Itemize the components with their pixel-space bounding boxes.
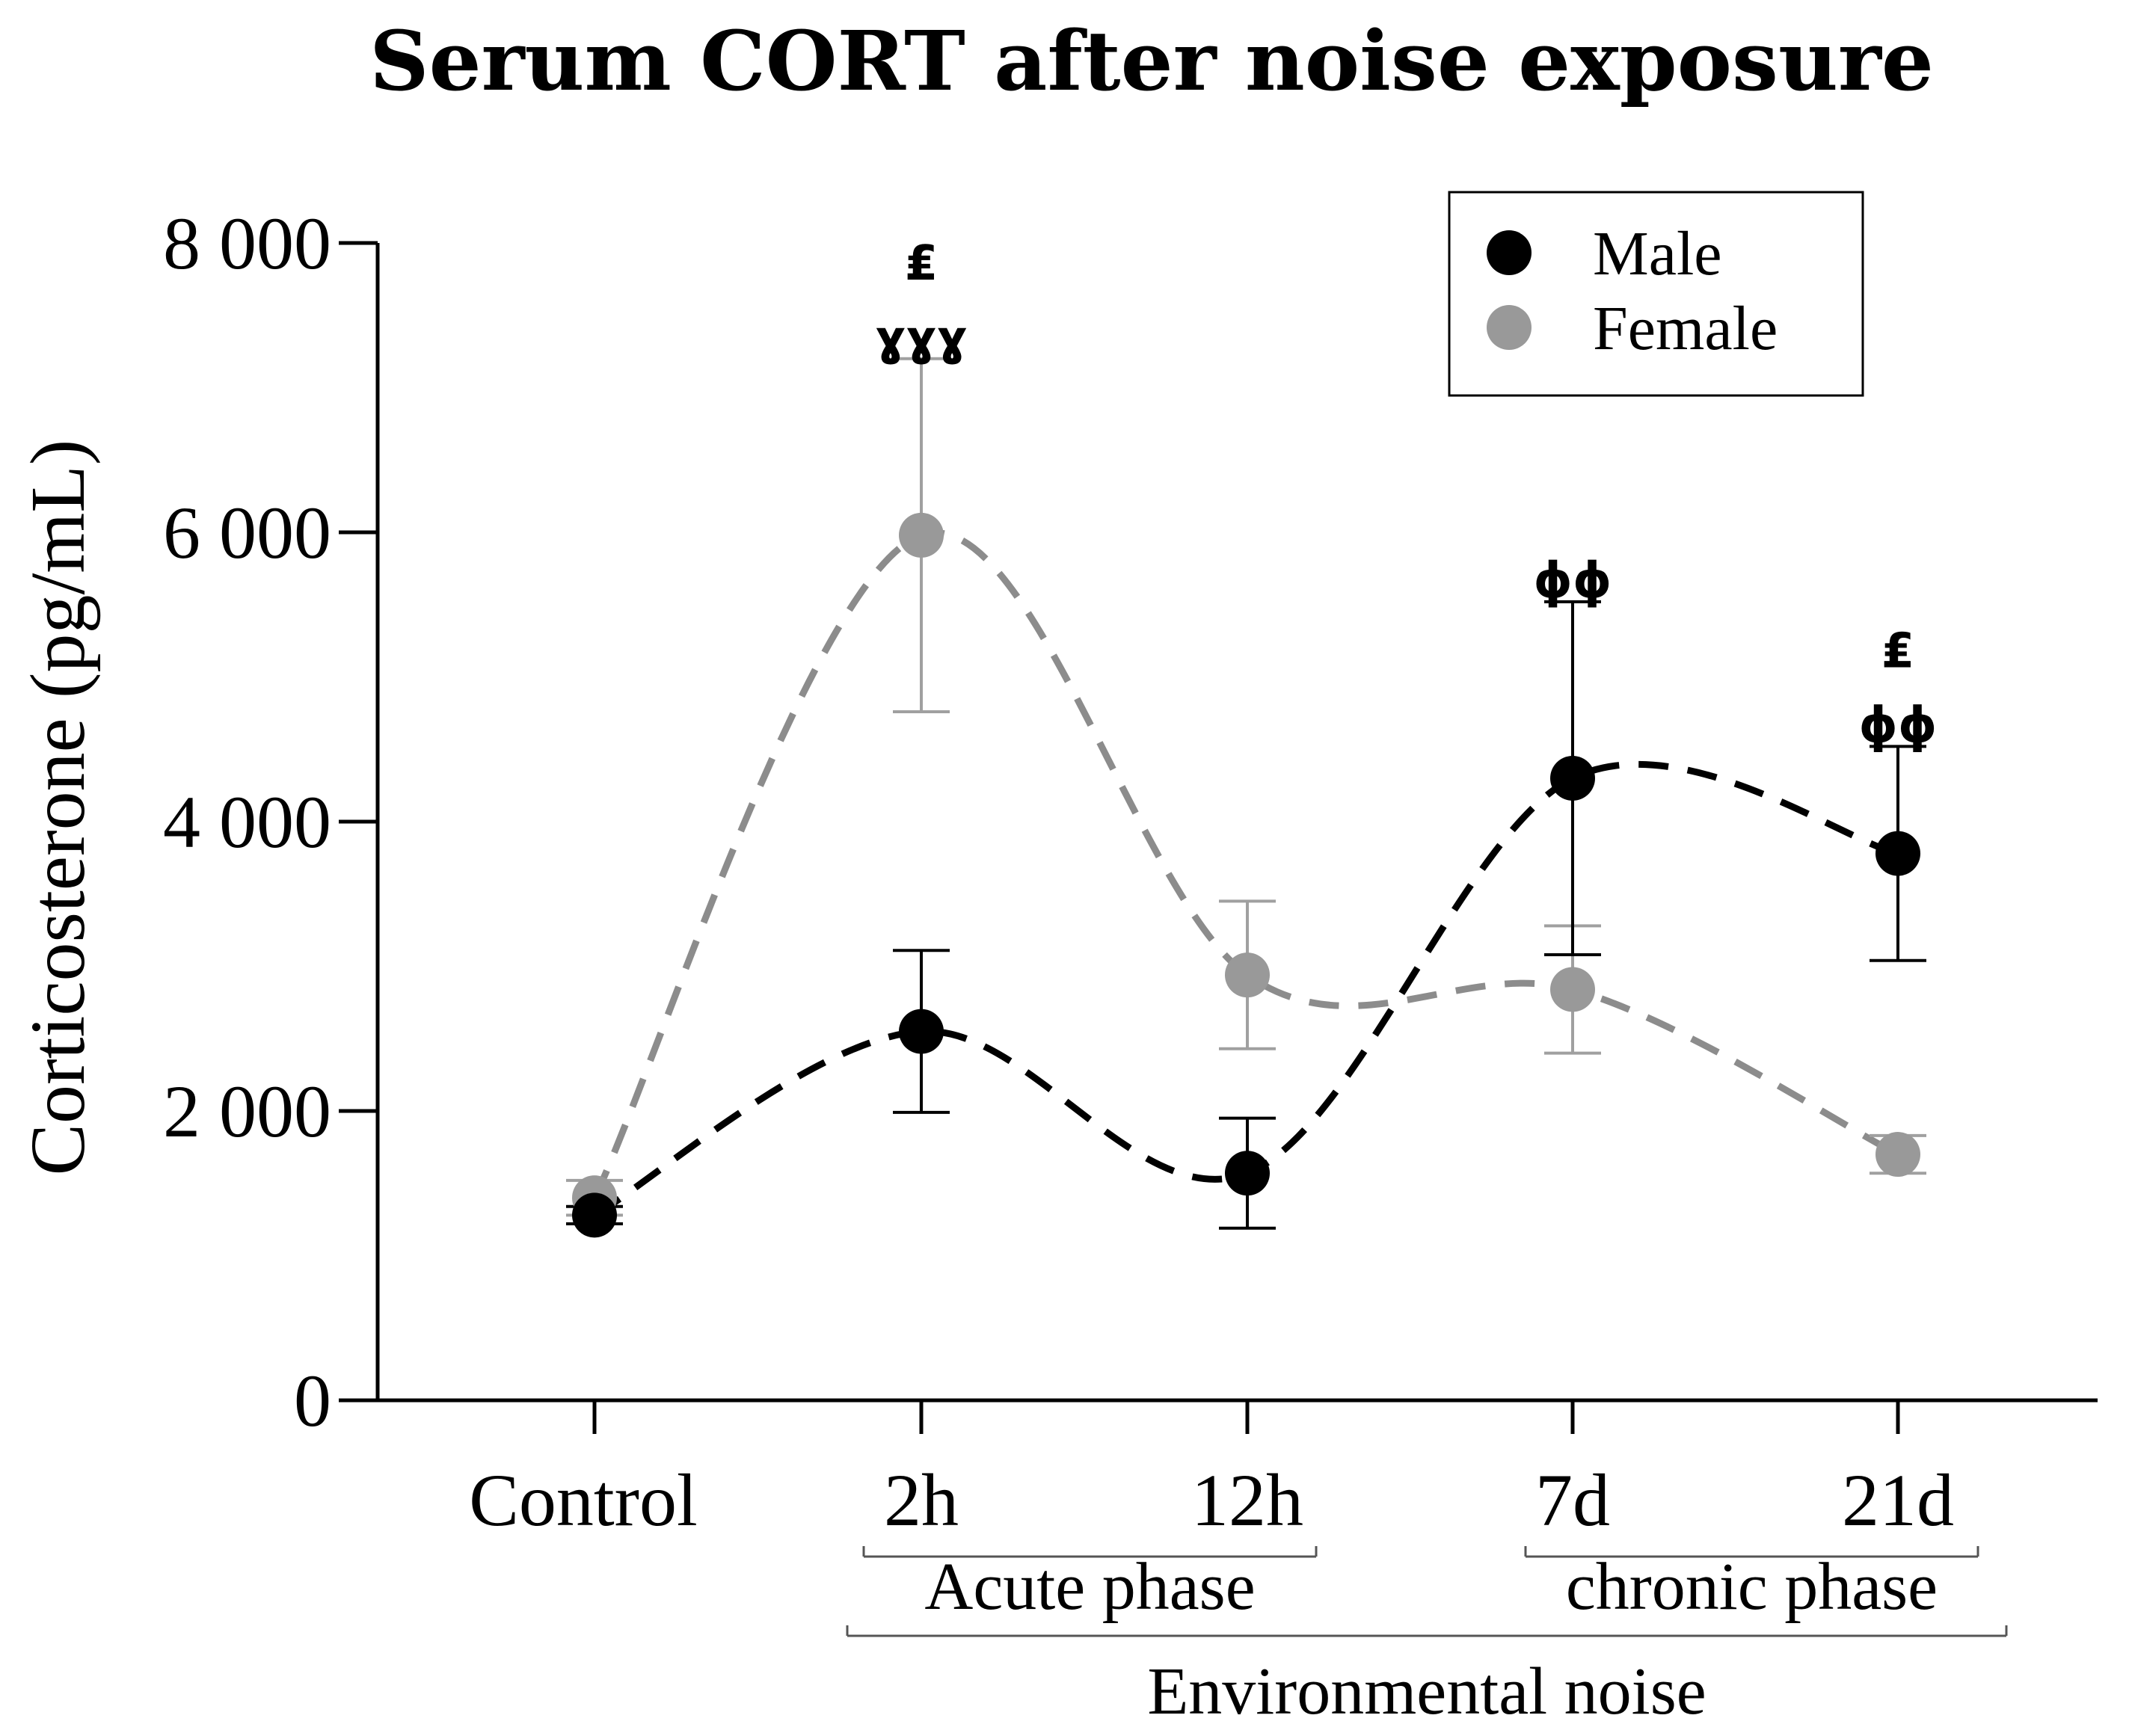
y-tick-label: 0 xyxy=(294,1359,331,1442)
axes: 0 2 000 4 000 6 000 8 000 Control 2h 12h 7d 21d xyxy=(163,202,2098,1542)
group-acute-phase-label: Acute phase xyxy=(924,1550,1255,1624)
data-point-female xyxy=(1550,967,1595,1012)
significance-marker: ɣɣɣ xyxy=(875,311,968,366)
chart-title: Serum CORT after noise exposure xyxy=(369,13,1934,109)
legend-marker-male xyxy=(1487,230,1532,275)
data-point-male xyxy=(1875,831,1920,876)
x-tick-label: Control xyxy=(469,1459,698,1542)
legend-label-female: Female xyxy=(1593,294,1778,363)
data-point-male xyxy=(572,1192,617,1238)
data-point-female xyxy=(1875,1132,1920,1178)
y-tick-label: 4 000 xyxy=(163,781,331,864)
data-point-female xyxy=(1225,952,1270,998)
x-tick-label: 7d xyxy=(1535,1459,1610,1542)
data-points xyxy=(572,512,1920,1238)
significance-marker: ϕϕ xyxy=(1533,552,1612,609)
y-tick-label: 2 000 xyxy=(163,1070,331,1153)
group-environmental-noise-label: Environmental noise xyxy=(1147,1655,1706,1729)
x-tick-label: 21d xyxy=(1842,1459,1954,1542)
series-line-female xyxy=(591,529,1900,1200)
data-point-male xyxy=(1225,1151,1270,1196)
data-point-female xyxy=(899,512,944,558)
legend-label-male: Male xyxy=(1593,219,1722,289)
significance-annotations: ₤ ɣɣɣ ϕϕ ₤ ϕϕ xyxy=(875,236,1937,754)
y-axis-label: Corticosterone (pg/mL) xyxy=(15,440,101,1176)
legend-marker-female xyxy=(1487,305,1532,350)
x-axis-groups: Acute phase chronic phase Environmental no… xyxy=(846,1546,2008,1729)
significance-marker: ₤ xyxy=(905,236,938,292)
y-tick-label: 6 000 xyxy=(163,491,331,574)
x-tick-label: 12h xyxy=(1191,1459,1303,1542)
error-bars xyxy=(566,357,1926,1230)
data-point-male xyxy=(1550,755,1595,801)
data-point-male xyxy=(899,1009,944,1054)
significance-marker: ϕϕ xyxy=(1858,696,1937,754)
legend-box xyxy=(1448,191,1864,397)
x-tick-label: 2h xyxy=(884,1459,959,1542)
series-lines xyxy=(591,529,1900,1219)
significance-marker: ₤ xyxy=(1881,624,1915,679)
group-chronic-phase-label: chronic phase xyxy=(1566,1550,1938,1624)
y-tick-label: 8 000 xyxy=(163,202,331,285)
